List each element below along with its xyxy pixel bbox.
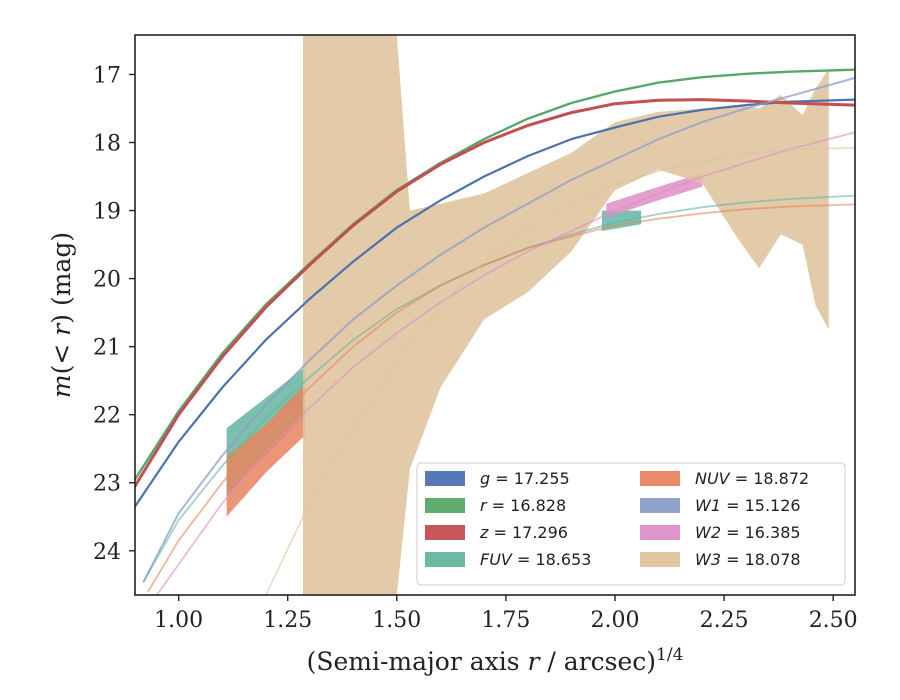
x-axis-title: (Semi-major axis r / arcsec)1/4 (307, 645, 684, 676)
x-tick-label: 1.00 (154, 608, 203, 633)
y-tick-label: 17 (93, 63, 121, 88)
y-tick-label: 24 (93, 540, 121, 565)
legend: g = 17.255 r = 16.828 z = 17.296 FUV = 18.6… (416, 462, 846, 586)
y-axis: 17 18 19 20 21 22 23 24 (93, 63, 135, 565)
plot-frame (134, 34, 856, 596)
band-w3-4 (303, 35, 829, 595)
y-tick-label: 22 (93, 404, 121, 429)
legend-swatch-w3 (640, 552, 680, 567)
legend-label-nuv: NUV = 18.872 (695, 469, 809, 488)
series-line-w3 (265, 147, 855, 595)
x-tick-label: 1.25 (263, 608, 312, 633)
legend-frame (416, 462, 846, 586)
y-tick-label: 21 (93, 336, 121, 361)
legend-label-z: z = 17.296 (479, 523, 568, 542)
legend-swatch-r (425, 498, 465, 513)
legend-label-w1: W1 = 15.126 (695, 496, 801, 515)
legend-label-w2: W2 = 16.385 (695, 523, 801, 542)
x-tick-label: 1.75 (481, 608, 530, 633)
x-tick-label: 2.25 (700, 608, 749, 633)
legend-swatch-g (425, 471, 465, 486)
x-tick-label: 1.50 (372, 608, 421, 633)
series-line-g (135, 98, 855, 508)
series-line-z (135, 98, 855, 488)
legend-label-g: g = 17.255 (480, 469, 570, 488)
legend-label-r: r = 16.828 (480, 496, 566, 515)
legend-label-w3: W3 = 18.078 (695, 550, 801, 569)
legend-swatch-w2 (640, 525, 680, 540)
y-tick-label: 19 (93, 200, 121, 225)
series-line-nuv (147, 203, 855, 593)
legend-swatch-w1 (640, 498, 680, 513)
band-nuv-2 (226, 384, 306, 517)
legend-swatch-z (425, 525, 465, 540)
legend-swatch-fuv (425, 552, 465, 567)
y-axis-title: m(< r) (mag) (47, 232, 76, 398)
series-line-w1 (142, 76, 855, 583)
x-axis: 1.00 1.25 1.50 1.75 2.00 2.25 2.50 (154, 595, 858, 633)
legend-label-fuv: FUV = 18.653 (480, 550, 591, 569)
series-line-w2 (155, 131, 855, 595)
y-tick-label: 23 (93, 472, 121, 497)
legend-swatch-nuv (640, 471, 680, 486)
y-tick-label: 20 (93, 268, 121, 293)
x-tick-label: 2.50 (809, 608, 858, 633)
y-tick-label: 18 (93, 132, 121, 157)
series-line-r (135, 68, 855, 481)
x-tick-label: 2.00 (591, 608, 640, 633)
series-lines (135, 68, 855, 595)
